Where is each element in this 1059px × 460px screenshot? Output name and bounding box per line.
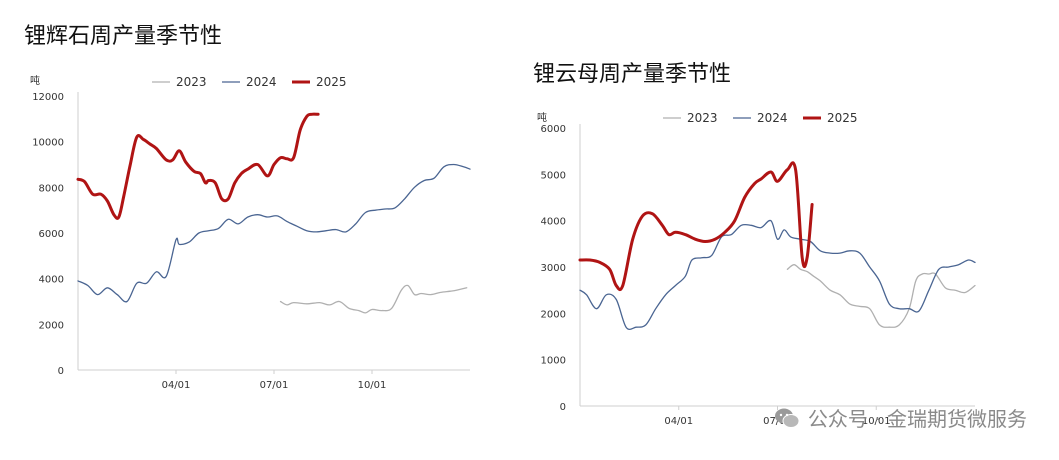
lepidolite-chart: 吨 0 1000 2000 3000 4000 5000 6000 04/01 07/01 10/0… (537, 111, 976, 427)
y-tick-label: 5000 (541, 170, 566, 181)
x-tick-label: 07/01 (763, 416, 792, 427)
y-tick-label: 8000 (39, 183, 64, 194)
x-tick-label: 04/01 (664, 416, 693, 427)
y-unit-label: 吨 (30, 74, 40, 87)
series-line-2023 (786, 264, 976, 328)
x-tick-label: 07/01 (260, 380, 289, 391)
chart-title-spodumene: 锂辉石周产量季节性 (24, 24, 223, 49)
series-line-2025 (578, 161, 814, 292)
legend-label-2024: 2024 (757, 111, 788, 125)
y-tick-label: 6000 (541, 124, 566, 135)
legend-label-2023: 2023 (176, 75, 207, 89)
y-tick-label: 12000 (32, 92, 64, 103)
chart-title-lepidolite: 锂云母周产量季节性 (533, 62, 732, 87)
y-tick-label: 1000 (541, 356, 566, 367)
series-line-2025 (76, 112, 320, 220)
y-tick-label: 0 (58, 366, 64, 377)
x-tick-label: 10/01 (862, 416, 891, 427)
y-tick-label: 2000 (541, 309, 566, 320)
watermark: 公众号 · 金瑞期货微服务 (774, 403, 1027, 432)
y-unit-label: 吨 (537, 111, 547, 124)
y-tick-label: 4000 (39, 275, 64, 286)
series-line-2024 (77, 163, 471, 303)
y-tick-label: 4000 (541, 217, 566, 228)
legend-label-2023: 2023 (687, 111, 718, 125)
watermark-text: 公众号 · 金瑞期货微服务 (807, 407, 1027, 431)
x-tick-label: 10/01 (358, 380, 387, 391)
y-tick-label: 2000 (39, 320, 64, 331)
wechat-icon (774, 408, 800, 428)
y-tick-label: 10000 (32, 138, 64, 149)
y-tick-label: 0 (560, 402, 566, 413)
legend-label-2025: 2025 (316, 75, 347, 89)
legend-label-2025: 2025 (827, 111, 858, 125)
series-line-2023 (279, 284, 468, 314)
spodumene-chart: 吨 0 2000 4000 6000 8000 10000 12000 04/01 07/01 10… (30, 74, 471, 391)
series-line-2024 (579, 219, 976, 331)
y-tick-label: 3000 (541, 263, 566, 274)
legend-label-2024: 2024 (246, 75, 277, 89)
y-tick-label: 6000 (39, 229, 64, 240)
x-tick-label: 04/01 (162, 380, 191, 391)
